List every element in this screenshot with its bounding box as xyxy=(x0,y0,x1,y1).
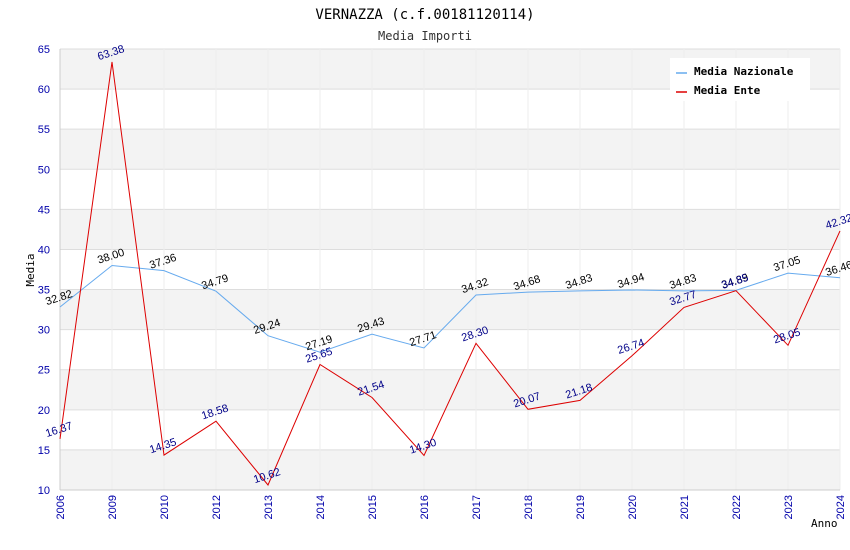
y-tick-label: 50 xyxy=(38,164,50,176)
x-tick-label: 2023 xyxy=(783,495,795,519)
y-tick-label: 10 xyxy=(38,485,50,497)
series-line-media-nazionale xyxy=(59,264,841,353)
x-tick-labels: 2006 2009 2010 2012 2013 2014 2015 2016 2017 2018… xyxy=(55,495,847,519)
x-tick-label: 2017 xyxy=(471,495,483,519)
x-tick-label: 2020 xyxy=(627,495,639,519)
grid-band xyxy=(60,289,840,330)
x-tick-label: 2018 xyxy=(523,495,535,519)
data-label-media-ente: 34.85 xyxy=(720,272,750,292)
data-label-media-ente: 26.74 xyxy=(616,337,646,357)
grid-band xyxy=(60,209,840,250)
y-tick-label: 15 xyxy=(38,445,50,457)
x-tick-label: 2015 xyxy=(367,495,379,519)
legend: Media Nazionale Media Ente xyxy=(670,58,810,101)
x-tick-label: 2012 xyxy=(211,495,223,519)
y-tick-label: 20 xyxy=(38,405,50,417)
series-lines xyxy=(59,61,841,486)
legend-label-media-nazionale: Media Nazionale xyxy=(694,65,794,78)
data-label-media-nazionale: 34.94 xyxy=(616,271,646,291)
grid-band xyxy=(60,129,840,170)
y-tick-label: 40 xyxy=(38,244,50,256)
y-axis-label: Media xyxy=(24,253,37,286)
data-label-media-nazionale: 37.05 xyxy=(772,254,802,274)
x-axis-label: Anno xyxy=(811,517,838,530)
x-tick-label: 2009 xyxy=(107,495,119,519)
y-tick-label: 30 xyxy=(38,325,50,337)
grid-bands xyxy=(60,49,840,490)
data-label-media-nazionale: 37.36 xyxy=(148,252,178,272)
grid-band xyxy=(60,369,840,410)
x-tick-label: 2022 xyxy=(731,495,743,519)
data-label-media-ente: 16.37 xyxy=(44,420,74,440)
legend-box xyxy=(670,58,810,101)
axes xyxy=(59,49,840,491)
y-tick-label: 45 xyxy=(38,204,50,216)
x-tick-label: 2024 xyxy=(835,495,847,519)
x-tick-label: 2016 xyxy=(419,495,431,519)
y-tick-label: 60 xyxy=(38,84,50,96)
y-tick-label: 65 xyxy=(38,44,50,56)
x-tick-label: 2021 xyxy=(679,495,691,519)
x-tick-label: 2006 xyxy=(55,495,67,519)
chart-subtitle: Media Importi xyxy=(378,29,472,43)
series-line-media-ente xyxy=(59,61,841,486)
y-tick-labels: 10 15 20 25 30 35 40 45 50 55 60 65 xyxy=(38,44,50,497)
y-tick-label: 25 xyxy=(38,365,50,377)
x-tick-label: 2019 xyxy=(575,495,587,519)
data-label-media-nazionale: 34.83 xyxy=(564,272,594,292)
y-tick-label: 35 xyxy=(38,285,50,297)
y-tick-label: 55 xyxy=(38,124,50,136)
x-tick-label: 2010 xyxy=(159,495,171,519)
x-tick-label: 2014 xyxy=(315,495,327,519)
chart-title: VERNAZZA (c.f.00181120114) xyxy=(315,7,534,23)
grid-band xyxy=(60,449,840,490)
grid-lines xyxy=(59,48,841,491)
x-tick-label: 2013 xyxy=(263,495,275,519)
data-label-media-nazionale: 27.71 xyxy=(408,329,438,349)
data-label-media-nazionale: 36.46 xyxy=(824,259,850,279)
legend-label-media-ente: Media Ente xyxy=(694,84,761,97)
